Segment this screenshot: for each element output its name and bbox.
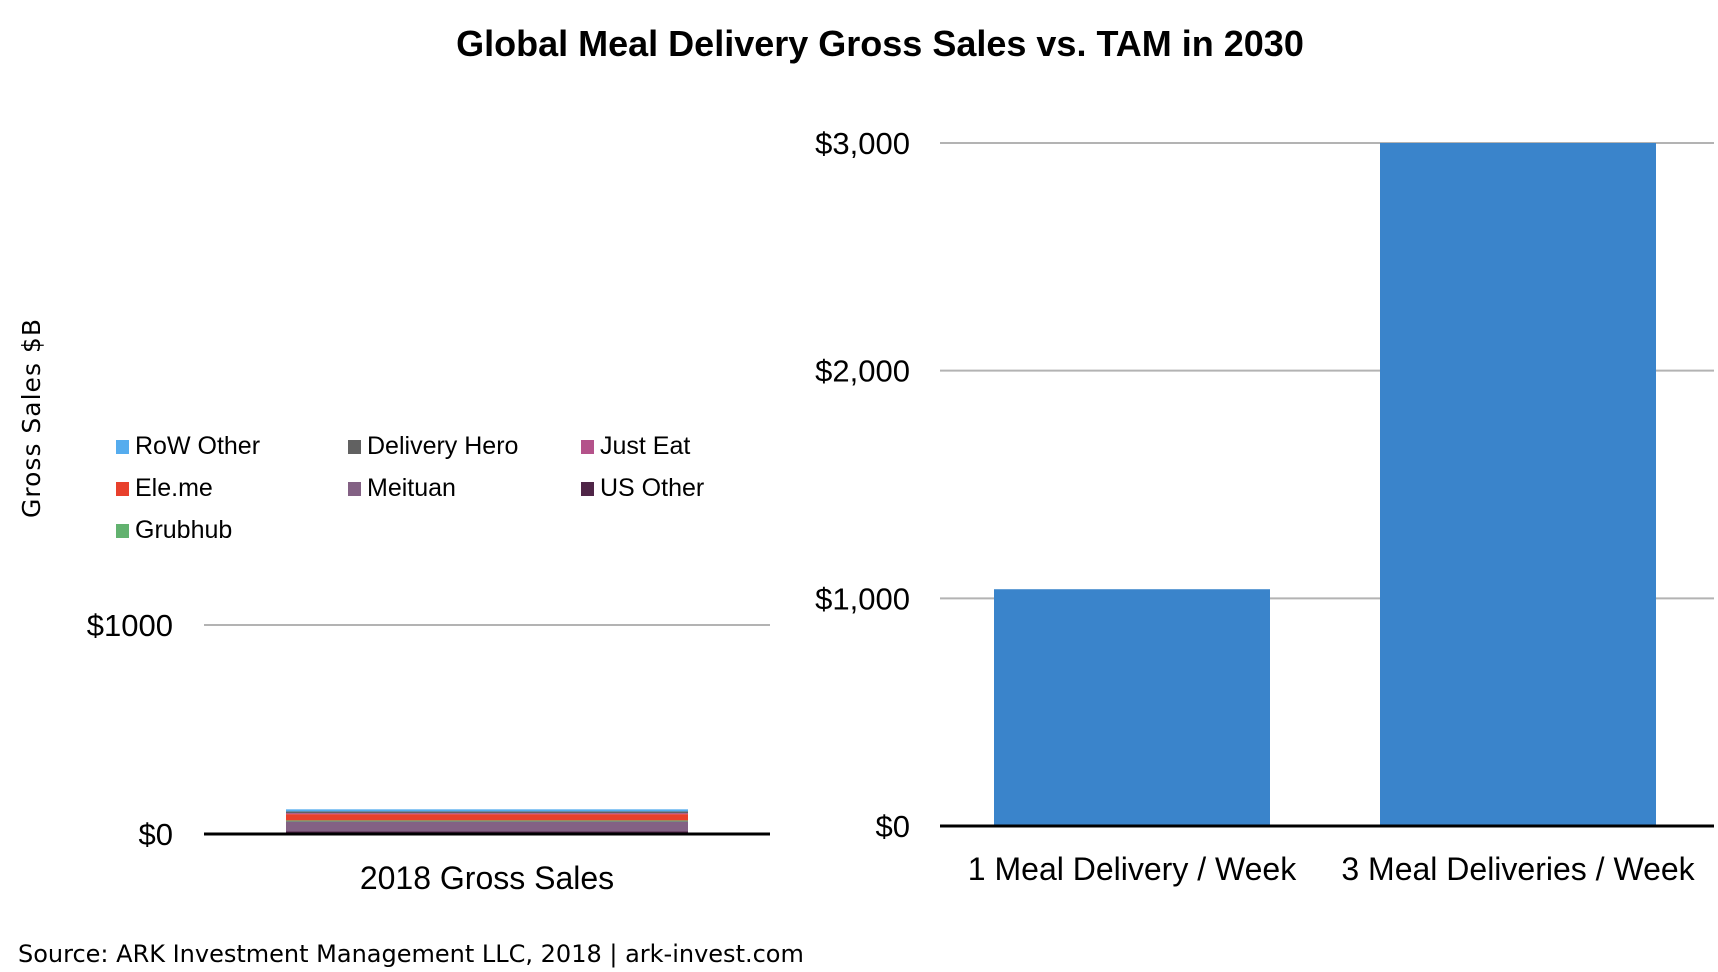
right-bars	[994, 143, 1656, 826]
legend-swatch	[581, 440, 594, 454]
y-tick-label: $0	[139, 817, 173, 852]
bar-segment-grubhub	[286, 820, 688, 822]
legend-label: RoW Other	[135, 432, 260, 460]
bar-segment-row-other	[286, 809, 688, 812]
legend-label: Delivery Hero	[367, 432, 518, 460]
y-tick-label: $1000	[87, 608, 173, 643]
legend-item-delivery-hero: Delivery Hero	[348, 432, 518, 460]
right-x-tick-labels: 1 Meal Delivery / Week 3 Meal Deliveries …	[968, 851, 1696, 887]
y-axis-label: Gross Sales $B	[17, 318, 46, 518]
y-tick-label: $2,000	[815, 354, 910, 389]
legend: RoW Other Delivery Hero Just Eat Ele.me Meit…	[116, 432, 704, 544]
bar-segment-meituan	[286, 821, 688, 832]
left-x-tick-labels: 2018 Gross Sales	[360, 860, 614, 896]
legend-item-row-other: RoW Other	[116, 432, 260, 460]
legend-swatch	[348, 440, 361, 454]
x-tick-label: 1 Meal Delivery / Week	[968, 851, 1297, 887]
legend-item-ele-me: Ele.me	[116, 474, 213, 502]
chart-title: Global Meal Delivery Gross Sales vs. TAM…	[456, 23, 1304, 64]
legend-item-meituan: Meituan	[348, 474, 456, 502]
source-footer: Source: ARK Investment Management LLC, 2…	[18, 940, 804, 968]
legend-label: Ele.me	[135, 474, 213, 502]
bar-segment-delivery-hero	[286, 811, 688, 814]
legend-swatch	[581, 482, 594, 496]
left-stacked-bar	[286, 809, 688, 834]
bar-segment-ele-me	[286, 814, 688, 821]
legend-swatch	[116, 440, 129, 454]
bar	[1380, 143, 1656, 826]
bar	[994, 589, 1270, 826]
legend-item-us-other: US Other	[581, 474, 704, 502]
y-tick-label: $0	[876, 809, 910, 844]
legend-item-just-eat: Just Eat	[581, 432, 690, 460]
legend-swatch	[116, 482, 129, 496]
x-tick-label: 3 Meal Deliveries / Week	[1341, 851, 1695, 887]
legend-swatch	[348, 482, 361, 496]
y-tick-label: $1,000	[815, 581, 910, 616]
y-tick-label: $3,000	[815, 126, 910, 161]
x-tick-label: 2018 Gross Sales	[360, 860, 614, 896]
legend-swatch	[116, 524, 129, 538]
legend-item-grubhub: Grubhub	[116, 516, 232, 544]
legend-label: US Other	[600, 474, 704, 502]
legend-label: Just Eat	[600, 432, 690, 460]
left-y-ticks: $0 $1000	[87, 608, 173, 852]
legend-label: Meituan	[367, 474, 456, 502]
right-chart: $0 $1,000 $2,000 $3,000 1 Meal Delivery / W…	[815, 126, 1714, 887]
legend-label: Grubhub	[135, 516, 232, 544]
bar-segment-just-eat	[286, 813, 688, 815]
left-chart: Gross Sales $B $0$1000 2018 Gross Sales …	[17, 318, 770, 896]
right-y-ticks: $0 $1,000 $2,000 $3,000	[815, 126, 910, 844]
